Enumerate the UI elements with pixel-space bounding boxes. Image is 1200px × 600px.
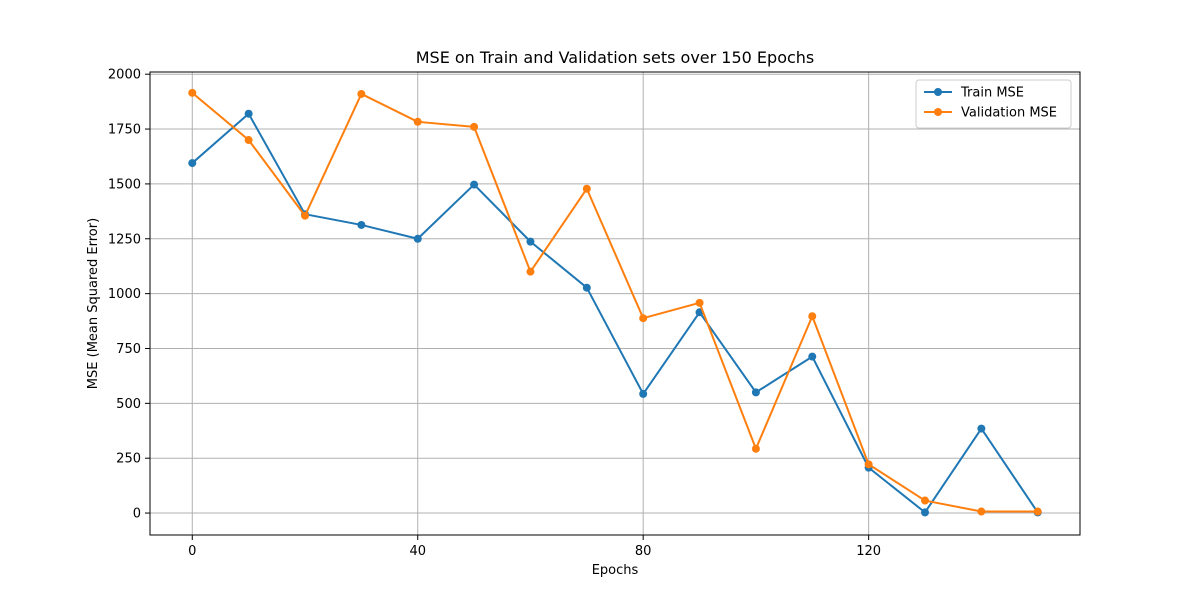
validation-mse-point [1033,507,1042,516]
train-mse-point [188,159,197,168]
y-tick-label: 1500 [108,177,141,192]
validation-mse-point [244,136,253,145]
train-mse-point [808,352,817,361]
train-mse-point [357,220,366,229]
train-mse-point [751,388,760,397]
validation-mse-point [808,312,817,321]
train-mse-point [977,424,986,433]
y-tick-label: 1750 [108,123,141,138]
y-tick-label: 500 [116,397,141,412]
legend-label-train-mse: Train MSE [960,86,1024,101]
y-axis-label: MSE (Mean Squared Error) [86,218,101,389]
validation-mse-point [977,507,986,516]
validation-mse-point [582,184,591,193]
y-tick-label: 2000 [108,68,141,83]
x-tick-label: 80 [635,544,652,559]
y-tick-label: 0 [133,507,141,522]
x-tick-label: 40 [409,544,426,559]
legend-box [915,79,1072,129]
x-tick-label: 120 [856,544,881,559]
validation-mse-point [357,89,366,98]
validation-mse-point [301,211,309,220]
validation-mse-point [921,496,929,505]
validation-mse-point [751,444,760,453]
validation-mse-point [864,460,873,469]
train-mse-point [582,283,591,292]
validation-mse-point [413,117,422,126]
y-tick-label: 750 [116,342,141,357]
legend-label-validation-mse: Validation MSE [961,106,1057,121]
y-tick-label: 250 [116,452,141,467]
ticks: 0 40 80 120 0 250 500 750 1000 1250 1500 1750 2000 [108,68,881,559]
train-mse-line [191,112,1039,514]
legend-marker-train-mse [934,88,942,96]
legend: Train MSE Validation MSE [915,79,1072,129]
validation-mse-point [470,122,479,131]
validation-mse-point [639,314,648,323]
x-axis-label: Epochs [592,563,639,578]
axes-frame [149,71,1081,536]
y-tick-label: 1000 [108,287,141,302]
x-tick-label: 0 [188,544,196,559]
y-tick-label: 1250 [108,232,141,247]
validation-mse-line [191,92,1038,513]
train-mse-point [526,237,535,246]
grid [150,72,1080,535]
legend-marker-validation-mse [934,108,942,116]
train-mse-point [244,109,253,118]
train-mse-point [639,389,648,398]
validation-mse-point [526,267,535,276]
validation-mse-point [188,88,197,97]
chart-title: MSE on Train and Validation sets over 15… [416,48,815,67]
validation-mse-point [695,298,704,307]
train-mse-point [921,508,929,517]
series-layer [188,88,1042,517]
train-mse-point [470,180,479,189]
train-mse-point [413,234,422,243]
